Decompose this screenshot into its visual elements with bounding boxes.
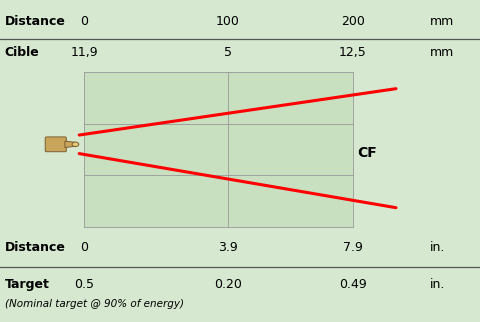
Text: 100: 100 (216, 15, 240, 28)
FancyBboxPatch shape (45, 137, 66, 152)
Text: 200: 200 (341, 15, 365, 28)
Text: 0: 0 (80, 15, 88, 28)
Circle shape (72, 142, 79, 147)
Text: Target: Target (5, 278, 49, 290)
Bar (84, 72, 353, 227)
Text: mm: mm (430, 15, 454, 28)
Text: Cible: Cible (5, 46, 39, 59)
Text: 0.5: 0.5 (74, 278, 94, 290)
Text: 12,5: 12,5 (339, 46, 367, 59)
Text: 11,9: 11,9 (70, 46, 98, 59)
Text: in.: in. (430, 242, 445, 254)
Text: CF: CF (358, 146, 377, 160)
Polygon shape (65, 141, 75, 147)
Text: mm: mm (430, 46, 454, 59)
Text: Distance: Distance (5, 242, 66, 254)
Text: 7.9: 7.9 (343, 242, 363, 254)
Text: 0.49: 0.49 (339, 278, 367, 290)
Text: 0.20: 0.20 (214, 278, 242, 290)
Text: (Nominal target @ 90% of energy): (Nominal target @ 90% of energy) (5, 299, 184, 309)
Text: 5: 5 (224, 46, 232, 59)
Text: 0: 0 (80, 242, 88, 254)
Text: 3.9: 3.9 (218, 242, 238, 254)
Text: in.: in. (430, 278, 445, 290)
Text: Distance: Distance (5, 15, 66, 28)
